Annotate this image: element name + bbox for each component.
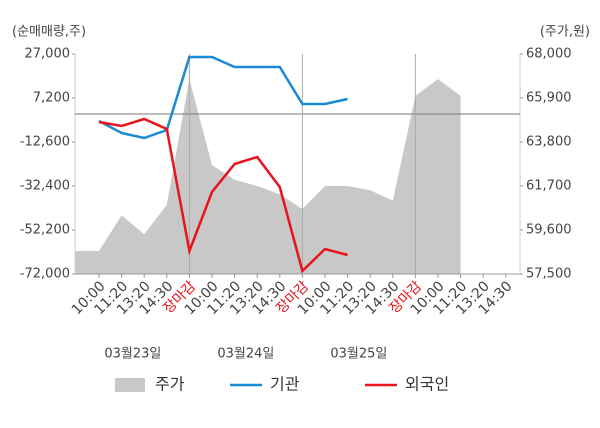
y-tick-label: 27,000: [25, 47, 71, 62]
y-axis-label: (순매매량,주): [12, 25, 86, 40]
y-tick-label: -52,200: [20, 223, 70, 238]
y-tick-label: 7,200: [33, 91, 70, 106]
legend-label: 주가: [155, 375, 185, 394]
y2-tick-label: 61,700: [526, 179, 572, 194]
y2-axis-label: (주가,원): [540, 25, 590, 40]
y2-tick-label: 63,800: [526, 135, 572, 150]
y-tick-label: -72,000: [20, 267, 70, 282]
y-tick-label: -32,400: [20, 179, 70, 194]
date-label: 03월24일: [217, 347, 274, 362]
y2-tick-label: 68,000: [526, 47, 572, 62]
legend-label: 기관: [270, 375, 300, 394]
date-label: 03월25일: [330, 347, 387, 362]
series-line: [98, 55, 348, 140]
legend-swatch: [115, 378, 145, 392]
y-tick-label: -12,600: [20, 135, 70, 150]
y2-tick-label: 57,500: [526, 267, 572, 282]
y2-tick-label: 59,600: [526, 223, 572, 238]
price-area: [75, 79, 461, 275]
legend-label: 외국인: [405, 375, 449, 394]
date-label: 03월23일: [104, 347, 161, 362]
series-line: [98, 117, 348, 274]
y2-tick-label: 65,900: [526, 91, 572, 106]
